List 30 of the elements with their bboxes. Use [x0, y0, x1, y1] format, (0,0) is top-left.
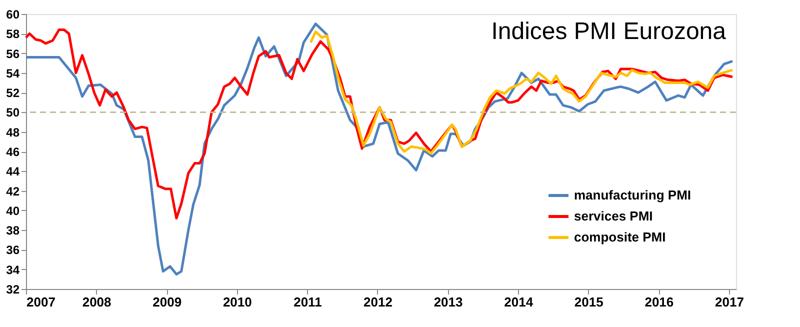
x-tick-label: 2012 — [364, 294, 392, 310]
y-tick-label: 40 — [6, 204, 20, 218]
legend-label: services PMI — [574, 208, 653, 224]
y-tick-label: 48 — [6, 125, 20, 140]
x-tick-label: 2008 — [82, 294, 112, 310]
x-tick-label: 2016 — [644, 294, 674, 310]
y-tick-label: 50 — [6, 106, 20, 120]
y-tick-label: 36 — [6, 243, 20, 258]
y-tick-label: 42 — [6, 184, 20, 198]
y-tick-label: 38 — [6, 224, 20, 238]
y-tick-label: 52 — [6, 86, 20, 100]
y-tick-label: 58 — [6, 27, 20, 42]
y-tick-label: 44 — [6, 164, 20, 179]
y-tick-label: 46 — [6, 145, 20, 159]
x-tick-label: 2017 — [715, 294, 744, 310]
chart-title: Indices PMI Eurozona — [491, 18, 727, 45]
y-tick-label: 56 — [6, 46, 20, 61]
legend-label: composite PMI — [574, 230, 666, 244]
x-tick-label: 2009 — [152, 294, 182, 310]
x-tick-label: 2010 — [222, 294, 252, 310]
legend-label: manufacturing PMI — [574, 188, 692, 202]
y-tick-label: 60 — [6, 8, 20, 22]
x-tick-label: 2013 — [434, 294, 463, 310]
x-tick-label: 2014 — [504, 294, 534, 310]
y-tick-label: 32 — [6, 282, 20, 296]
x-tick-label: 2011 — [294, 294, 322, 310]
y-tick-label: 54 — [6, 66, 20, 80]
x-tick-label: 2007 — [26, 294, 56, 310]
y-tick-label: 34 — [6, 262, 20, 277]
x-tick-label: 2015 — [574, 294, 604, 310]
